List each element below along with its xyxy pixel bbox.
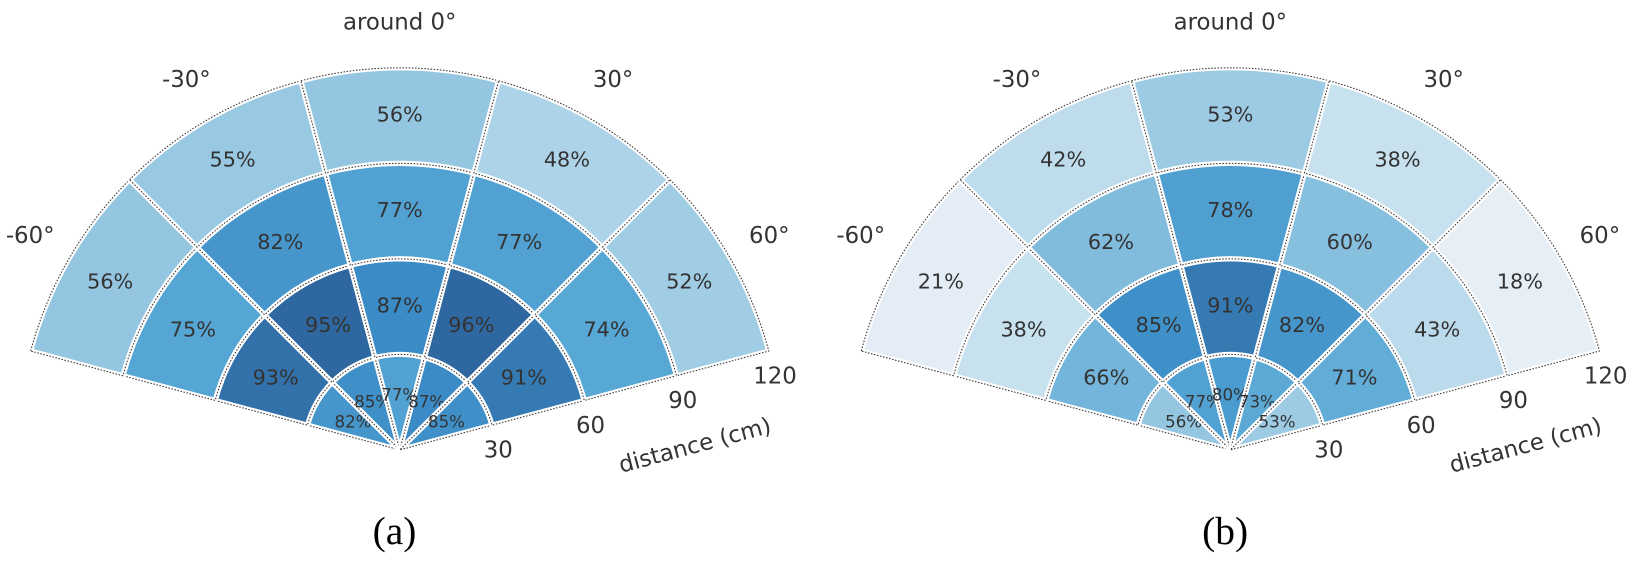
value-label: 42% [1040,147,1086,171]
value-label: 77% [377,198,423,222]
value-label: 55% [210,147,256,171]
chart: 56%77%80%73%53%66%85%91%82%71%38%62%78%6… [836,10,1627,553]
value-label: 95% [305,313,351,337]
value-label: 91% [501,365,547,389]
value-label: 74% [583,318,629,342]
angle-label: -30° [162,67,211,93]
value-label: 77% [381,385,418,404]
angle-label: 30° [593,67,633,93]
chart: 82%85%77%87%85%93%95%87%96%91%75%82%77%7… [6,10,797,553]
value-label: 53% [1207,103,1253,127]
value-label: 85% [354,393,391,412]
value-label: 85% [428,412,465,431]
value-label: 56% [87,270,133,294]
value-label: 87% [408,393,445,412]
r-axis-title: distance (cm) [1447,413,1605,479]
value-label: 60% [1327,230,1373,254]
value-label: 78% [1207,198,1253,222]
cell-border [1432,179,1601,377]
angle-label: -30° [993,67,1042,93]
value-label: 85% [1136,313,1182,337]
value-label: 56% [1165,412,1202,431]
r-tick-label: 60 [576,413,605,439]
chart-title: (b) [1202,509,1248,553]
value-label: 87% [377,294,423,318]
value-label: 82% [335,412,372,431]
r-tick-label: 30 [1314,438,1343,464]
value-label: 91% [1207,294,1253,318]
value-label: 77% [496,230,542,254]
value-label: 71% [1331,365,1377,389]
value-label: 52% [666,270,712,294]
cell-border [601,179,770,377]
r-tick-label: 90 [668,388,697,414]
value-label: 21% [918,270,964,294]
value-label: 48% [544,147,590,171]
value-label: 43% [1414,318,1460,342]
angle-label: -60° [6,223,55,249]
value-label: 96% [448,313,494,337]
value-label: 66% [1083,365,1129,389]
value-label: 53% [1259,412,1296,431]
angle-label: around 0° [1174,10,1287,36]
r-tick-label: 60 [1407,413,1436,439]
angle-label: around 0° [343,10,456,36]
angle-label: 60° [1580,223,1620,249]
angle-label: 60° [749,223,789,249]
r-tick-label: 120 [753,363,797,389]
r-axis-title: distance (cm) [616,413,774,479]
value-label: 80% [1212,385,1249,404]
angle-label: -60° [836,223,885,249]
value-label: 56% [377,103,423,127]
value-label: 82% [257,230,303,254]
value-label: 62% [1088,230,1134,254]
value-label: 75% [170,318,216,342]
value-label: 82% [1279,313,1325,337]
value-label: 38% [1374,147,1420,171]
r-tick-label: 120 [1584,363,1628,389]
angle-label: 30° [1423,67,1463,93]
r-tick-label: 30 [484,438,513,464]
chart-title: (a) [373,509,417,553]
value-label: 93% [253,365,299,389]
value-label: 38% [1000,318,1046,342]
r-tick-label: 90 [1499,388,1528,414]
value-label: 73% [1239,393,1276,412]
value-label: 18% [1497,270,1543,294]
value-label: 77% [1185,393,1222,412]
